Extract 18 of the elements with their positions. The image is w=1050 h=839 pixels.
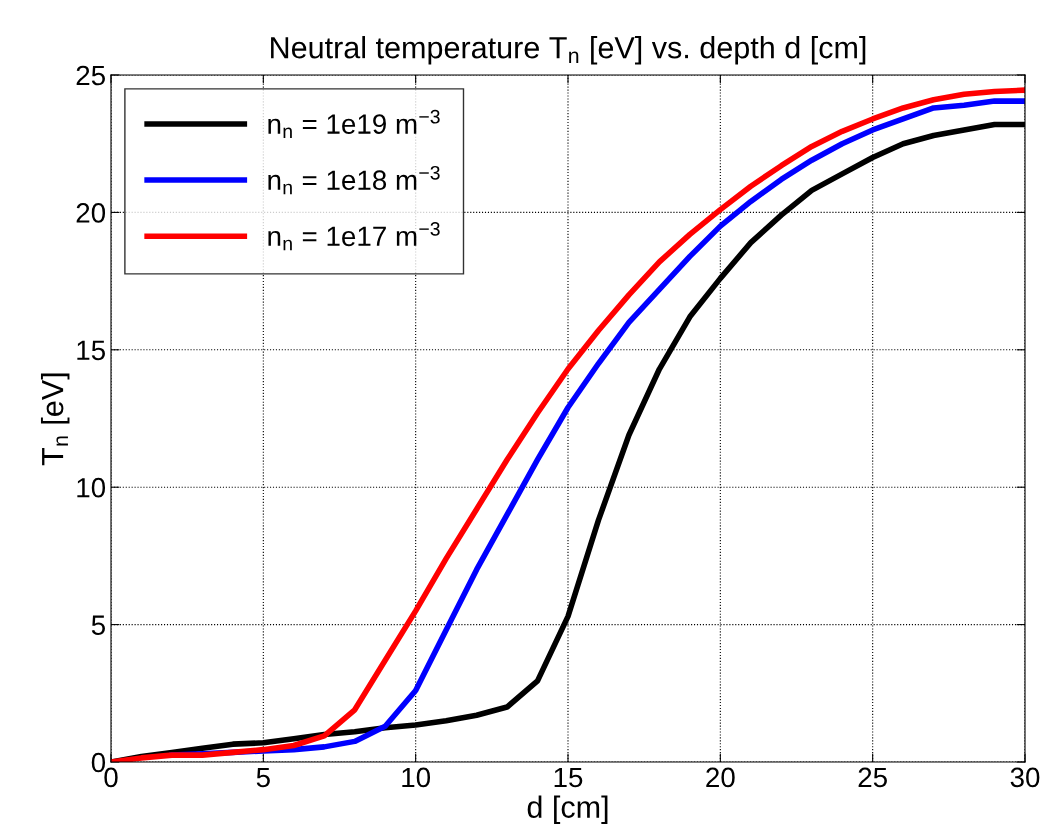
x-axis-title: d [cm] [527, 795, 608, 825]
y-tick-label: 5 [91, 615, 105, 635]
x-tick-label: 15 [554, 767, 583, 788]
y-tick-label: 10 [77, 477, 106, 498]
legend-label: n$_{n}$ = 1e19 m$^{−3}$ [268, 109, 440, 139]
chart-title: Neutral temperature T$_{n}$ [eV] vs. depth d [cm] [271, 36, 866, 65]
x-tick-label: 5 [256, 767, 270, 788]
x-tick-label: 20 [706, 767, 735, 788]
y-tick-label: 25 [76, 65, 105, 86]
y-tick-label: 20 [76, 203, 106, 223]
legend-label: n$_{n}$ = 1e17 m$^{−3}$ [268, 222, 440, 251]
x-tick-label: 25 [858, 767, 887, 788]
x-tick-label: 30 [1010, 767, 1040, 788]
y-axis-title: T$_{n}$ [eV] [40, 373, 70, 466]
y-tick-label: 15 [77, 340, 105, 361]
y-tick-label: 0 [91, 752, 106, 773]
legend-label: n$_{n}$ = 1e18 m$^{−3}$ [268, 165, 440, 195]
x-tick-label: 10 [402, 767, 431, 788]
